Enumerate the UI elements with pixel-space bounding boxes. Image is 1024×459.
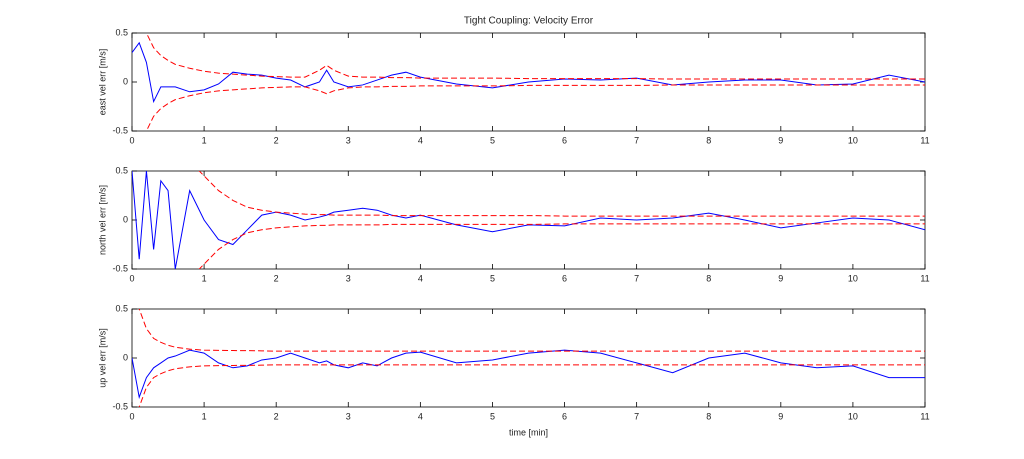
plot-area xyxy=(132,309,925,407)
y-tick-label: -0.5 xyxy=(112,263,128,273)
series-line xyxy=(198,223,925,269)
x-tick-label: 2 xyxy=(274,411,279,421)
x-tick-label: 4 xyxy=(418,273,423,283)
x-tick-label: 3 xyxy=(346,411,351,421)
series-line xyxy=(138,364,925,407)
series-line xyxy=(138,309,925,352)
chart-title: Tight Coupling: Velocity Error xyxy=(464,16,594,27)
plot-frame xyxy=(131,170,926,270)
x-tick-label: 6 xyxy=(562,411,567,421)
x-tick-label: 10 xyxy=(848,273,858,283)
series-line xyxy=(132,171,925,269)
x-tick-label: 0 xyxy=(129,135,134,145)
x-tick-label: 9 xyxy=(778,135,783,145)
x-tick-label: 10 xyxy=(848,411,858,421)
y-axis-label: up vel err [m/s] xyxy=(97,328,107,388)
series-line xyxy=(132,41,925,104)
y-tick-label: 0 xyxy=(123,352,128,362)
x-tick-label: 11 xyxy=(920,273,929,283)
y-tick-label: 0.5 xyxy=(115,165,128,175)
x-tick-label: 1 xyxy=(202,411,207,421)
x-tick-label: 5 xyxy=(490,411,495,421)
x-tick-label: 0 xyxy=(129,411,134,421)
x-tick-label: 2 xyxy=(274,273,279,283)
y-tick-label: -0.5 xyxy=(112,401,128,411)
x-tick-label: 11 xyxy=(920,411,929,421)
plot-frame xyxy=(131,308,926,408)
series-line xyxy=(198,171,925,217)
x-tick-label: 1 xyxy=(202,135,207,145)
x-tick-label: 7 xyxy=(634,273,639,283)
plot-area xyxy=(132,33,925,131)
x-tick-label: 3 xyxy=(346,135,351,145)
x-tick-label: 9 xyxy=(778,411,783,421)
x-tick-label: 6 xyxy=(562,135,567,145)
x-tick-label: 8 xyxy=(706,273,711,283)
x-tick-label: 4 xyxy=(418,135,423,145)
x-tick-label: 5 xyxy=(490,135,495,145)
x-tick-label: 4 xyxy=(418,411,423,421)
x-tick-label: 7 xyxy=(634,411,639,421)
y-tick-label: 0.5 xyxy=(115,27,128,37)
x-tick-label: 6 xyxy=(562,273,567,283)
x-tick-label: 1 xyxy=(202,273,207,283)
x-tick-label: 8 xyxy=(706,411,711,421)
y-tick-label: 0 xyxy=(123,214,128,224)
series-line xyxy=(132,349,925,400)
x-tick-label: 5 xyxy=(490,273,495,283)
series-line xyxy=(145,33,925,80)
y-tick-label: -0.5 xyxy=(112,125,128,135)
y-tick-label: 0.5 xyxy=(115,303,128,313)
x-tick-label: 8 xyxy=(706,135,711,145)
x-tick-label: 3 xyxy=(346,273,351,283)
x-tick-label: 9 xyxy=(778,273,783,283)
plot-area xyxy=(132,171,925,269)
x-tick-label: 7 xyxy=(634,135,639,145)
x-tick-label: 2 xyxy=(274,135,279,145)
x-tick-label: 0 xyxy=(129,273,134,283)
x-tick-label: 10 xyxy=(848,135,858,145)
y-axis-label: north vel err [m/s] xyxy=(97,185,107,255)
x-axis-label: time [min] xyxy=(509,427,548,437)
y-tick-label: 0 xyxy=(123,76,128,86)
x-tick-label: 11 xyxy=(920,135,929,145)
y-axis-label: east vel err [m/s] xyxy=(97,49,107,116)
series-line xyxy=(145,84,925,131)
